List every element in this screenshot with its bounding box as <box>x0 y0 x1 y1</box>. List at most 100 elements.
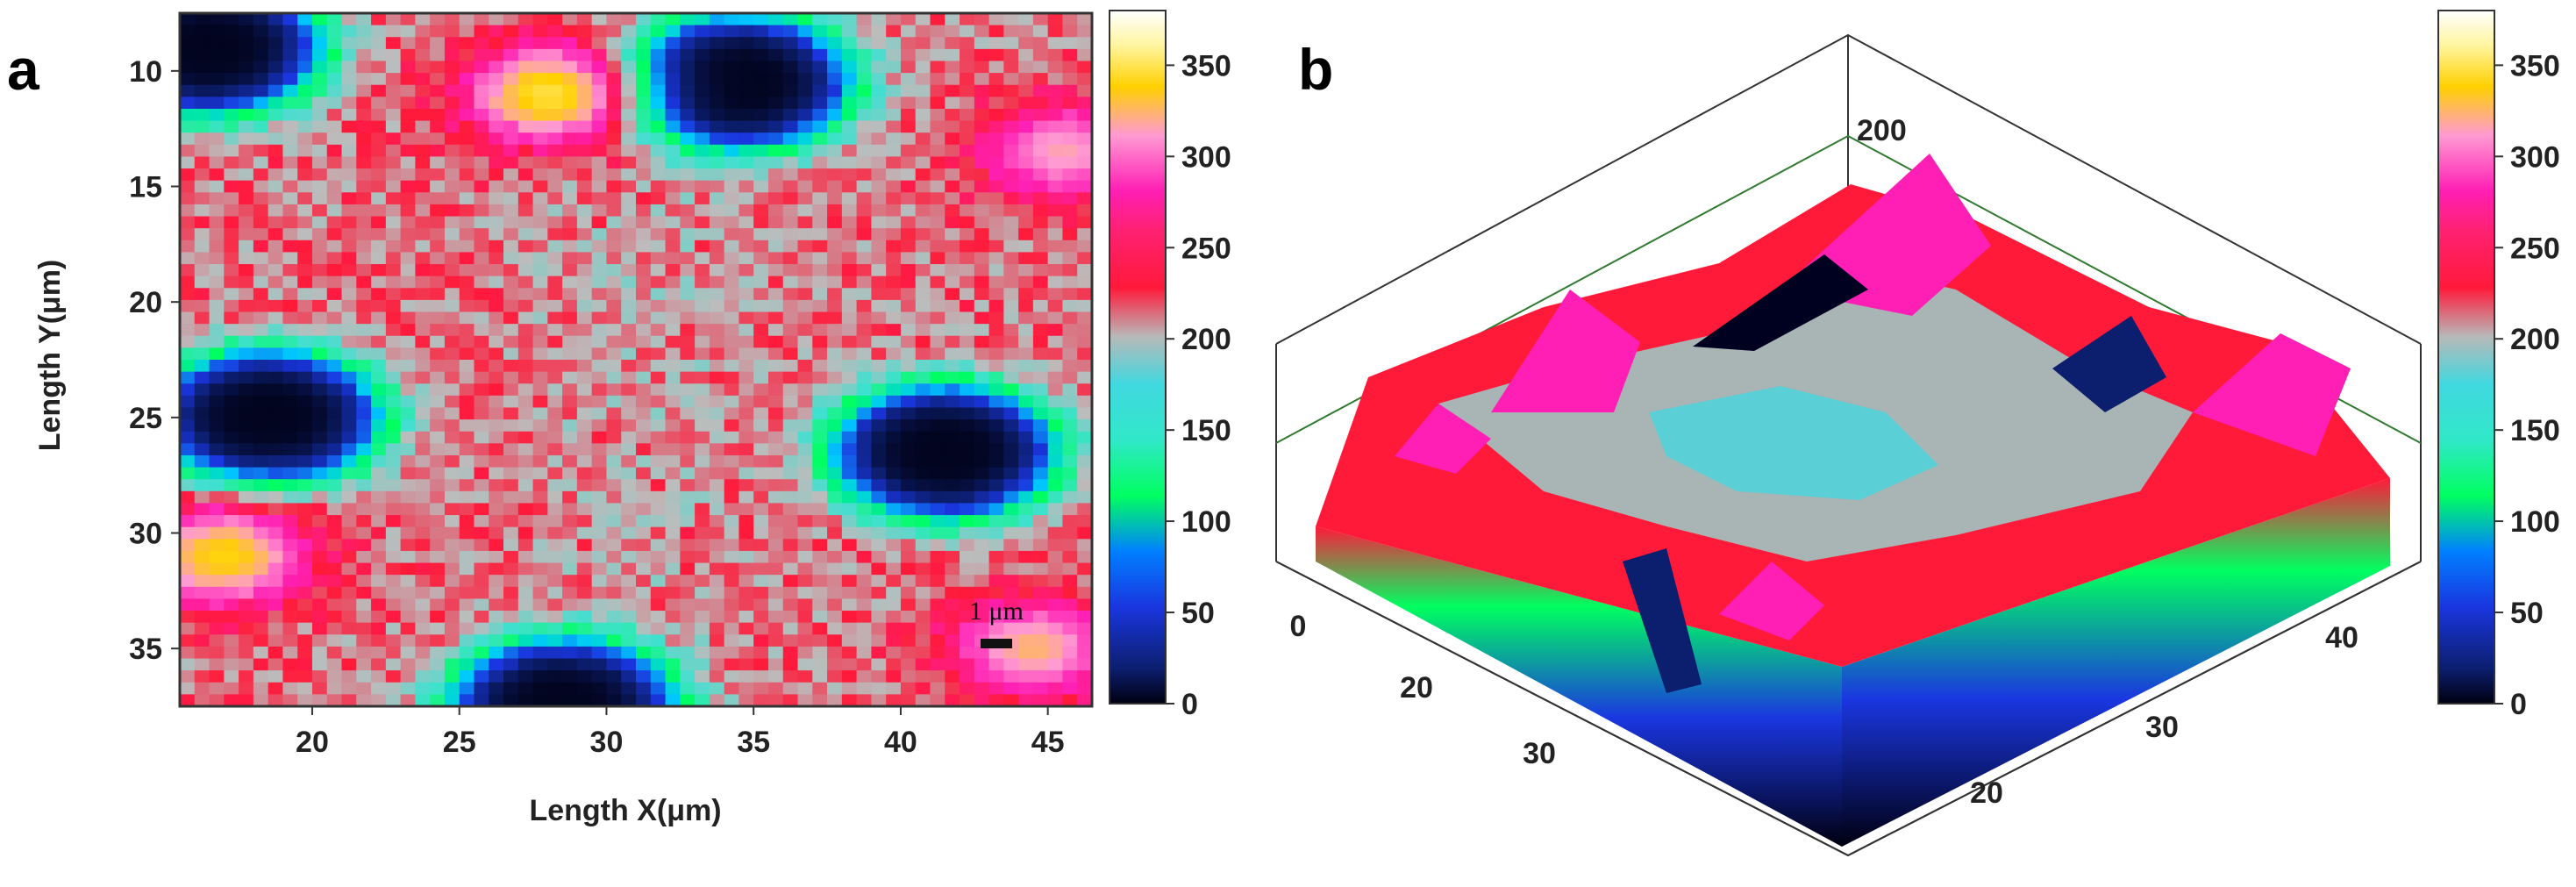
heatmap-cell <box>503 646 519 660</box>
heatmap-cell <box>709 670 725 683</box>
heatmap-cell <box>576 383 593 397</box>
heatmap-cell <box>827 108 843 122</box>
colorbar-tick-label: 300 <box>1181 140 1231 174</box>
heatmap-cell <box>1062 97 1078 110</box>
heatmap-cell <box>311 252 328 265</box>
heatmap-cell <box>945 658 960 671</box>
heatmap-cell <box>474 611 489 624</box>
heatmap-cell <box>782 694 799 707</box>
heatmap-cell <box>930 658 945 671</box>
heatmap-cell <box>871 204 887 218</box>
heatmap-cell <box>194 371 211 384</box>
heatmap-cell <box>709 275 725 289</box>
heatmap-cell <box>1032 216 1049 229</box>
heatmap-cell <box>1047 216 1064 229</box>
heatmap-cell <box>356 192 372 205</box>
heatmap-cell <box>209 611 225 624</box>
heatmap-cell <box>650 120 667 133</box>
heatmap-cell <box>444 515 460 528</box>
heatmap-cell <box>665 586 681 600</box>
heatmap-cell <box>930 156 945 169</box>
heatmap-cell <box>562 682 578 695</box>
heatmap-cell <box>576 25 593 38</box>
heatmap-cell <box>282 539 298 552</box>
heatmap-cell <box>326 240 343 254</box>
heatmap-cell <box>930 240 945 254</box>
heatmap-cell <box>886 61 902 74</box>
heatmap-cell <box>767 682 784 695</box>
heatmap-cell <box>576 48 593 62</box>
heatmap-cell <box>621 670 637 683</box>
heatmap-cell <box>268 515 284 528</box>
heatmap-cell <box>194 407 211 420</box>
heatmap-cell <box>915 646 931 660</box>
heatmap-cell <box>900 360 917 373</box>
heatmap-cell <box>841 168 858 182</box>
heatmap-cell <box>1018 575 1034 588</box>
heatmap-cell <box>797 180 813 193</box>
heatmap-cell <box>650 228 667 241</box>
heatmap-cell <box>886 515 902 528</box>
heatmap-cell <box>915 73 931 86</box>
colorbar-tick-label: 250 <box>1181 232 1231 265</box>
heatmap-cell <box>739 467 754 480</box>
heatmap-cell <box>194 335 211 348</box>
heatmap-cell <box>209 108 225 122</box>
heatmap-cell <box>503 526 519 540</box>
heatmap-cell <box>650 192 667 205</box>
heatmap-cell <box>385 634 402 647</box>
heatmap-cell <box>1003 48 1019 62</box>
heatmap-cell <box>400 611 416 624</box>
heatmap-cell <box>636 670 652 683</box>
heatmap-cell <box>253 694 269 707</box>
heatmap-cell <box>636 204 652 218</box>
heatmap-cell <box>650 634 667 647</box>
heatmap-cell <box>1062 371 1078 384</box>
heatmap-cell <box>562 598 578 612</box>
heatmap-cell <box>621 658 637 671</box>
heatmap-cell <box>960 144 975 158</box>
heatmap-cell <box>547 598 563 612</box>
heatmap-cell <box>253 97 269 110</box>
heatmap-cell <box>253 419 269 433</box>
heatmap-cell <box>724 682 740 695</box>
heatmap-cell <box>253 526 269 540</box>
heatmap-cell <box>1032 48 1049 62</box>
heatmap-cell <box>547 73 563 86</box>
heatmap-cell <box>960 97 975 110</box>
heatmap-cell <box>621 156 637 169</box>
heatmap-cell <box>930 407 945 420</box>
heatmap-cell <box>871 467 887 480</box>
heatmap-cell <box>400 503 416 516</box>
heatmap-cell <box>224 431 239 444</box>
heatmap-cell <box>282 108 298 122</box>
heatmap-cell <box>459 120 475 133</box>
heatmap-cell <box>576 395 593 409</box>
heatmap-cell <box>988 371 1004 384</box>
heatmap-cell <box>209 479 225 492</box>
heatmap-cell <box>1032 383 1049 397</box>
heatmap-cell <box>1018 419 1034 433</box>
heatmap-cell <box>988 431 1004 444</box>
heatmap-cell <box>960 490 975 504</box>
heatmap-cell <box>695 479 710 492</box>
heatmap-cell <box>812 598 828 612</box>
heatmap-cell <box>356 467 372 480</box>
heatmap-cell <box>841 611 858 624</box>
heatmap-cell <box>385 562 402 576</box>
heatmap-cell <box>239 454 254 469</box>
heatmap-cell <box>606 37 622 50</box>
heatmap-cell <box>444 288 460 301</box>
surface-wall-right <box>1842 478 2390 847</box>
heatmap-cell <box>503 694 519 707</box>
heatmap-cell <box>268 562 284 576</box>
heatmap-cell <box>194 658 211 671</box>
heatmap-cell <box>180 288 196 301</box>
heatmap-cell <box>430 467 446 480</box>
heatmap-cell <box>636 479 652 492</box>
heatmap-cell <box>886 180 902 193</box>
heatmap-cell <box>650 360 667 373</box>
heatmap-cell <box>886 454 902 469</box>
heatmap-cell <box>782 611 799 624</box>
heatmap-cell <box>209 275 225 289</box>
